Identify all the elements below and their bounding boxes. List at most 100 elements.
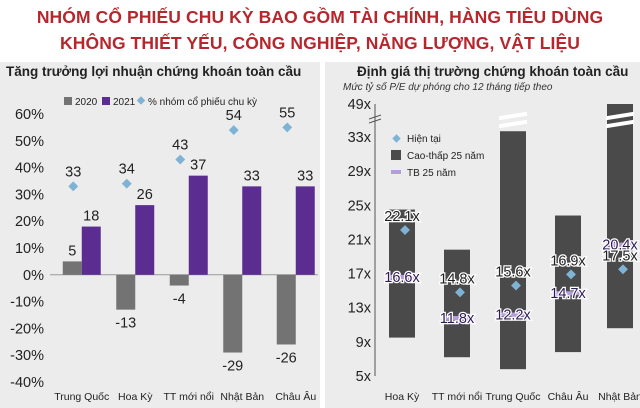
y-tick-label: 40% [15,161,44,177]
x-category-label: Hoa Kỳ [385,391,420,403]
bar-2020 [223,274,243,353]
cyclical-marker [175,154,186,165]
legend-swatch-2020 [64,97,72,105]
y-tick-label: 17x [348,267,372,283]
legend-label-cyclical: % nhóm cổ phiếu chu kỳ [148,96,257,108]
earnings-growth-chart: 60% 50% 40% 30% 20% 10% 0% -10% -20% -30% -40% 2020… [10,96,318,403]
x-category-label: Nhật Bản [598,391,640,403]
y-tick-label: 0% [23,268,44,284]
average-mark [499,312,527,317]
range-bar [555,215,581,353]
headline-line-2: KHÔNG THIẾT YẾU, CÔNG NGHIỆP, NĂNG LƯỢNG… [60,33,580,53]
headline: NHÓM CỔ PHIẾU CHU KỲ BAO GỒM TÀI CHÍNH, … [0,4,640,56]
average-mark [443,315,471,320]
current-marker [511,280,521,291]
current-label: 14.8x [439,271,475,287]
axis-break-mark [368,114,382,120]
valuation-panel: Định giá thị trường chứng khoán toàn cầu… [325,62,640,408]
y-tick-label: 30% [15,187,44,203]
range-bar [607,104,633,329]
range-bar [500,131,526,370]
y-tick-label: 20% [15,214,44,230]
cyclical-marker [228,125,239,136]
x-category-label: Hoa Kỳ [118,391,153,403]
legend-marker-current [392,134,401,143]
legend-label-range: Cao-thấp 25 năm [407,150,484,162]
y-tick-label: 29x [348,164,372,180]
data-label-2021: 26 [137,187,153,203]
valuation-chart-title: Định giá thị trường chứng khoán toàn cầu [357,64,629,79]
y-tick-label: 10% [15,241,44,257]
x-category-label: Nhật Bản [220,391,264,403]
legend-label-2021: 2021 [113,97,136,108]
y-tick-label: -10% [10,295,44,311]
data-label-cyclical: 33 [65,164,81,180]
current-marker [618,264,628,275]
bar-2021 [81,226,101,275]
y-tick-label: -40% [10,375,44,391]
data-label-2020: -26 [276,350,297,366]
y-tick-label: 33x [348,130,372,146]
x-category-label: Châu Âu [275,390,316,403]
bar-2020 [116,274,136,310]
legend-label-average: TB 25 năm [407,168,456,179]
valuation-chart: 49x 33x 29x 25x 21x 17x 13x 9x 5x Hiện tại Cao-thấ… [348,97,640,403]
range-bar-break [606,119,634,129]
x-category-label: Trung Quốc [54,391,109,403]
earnings-chart-title: Tăng trưởng lợi nhuận chứng khoán toàn c… [6,64,302,79]
bar-2020 [169,274,189,286]
bar-2021 [242,186,262,275]
headline-line-1: NHÓM CỔ PHIẾU CHU KỲ BAO GỒM TÀI CHÍNH, … [36,7,604,27]
y-tick-label: 49x [348,97,372,113]
average-label: 16.6x [384,270,420,286]
legend-swatch-2021 [102,97,110,105]
bar-2021 [188,175,208,275]
data-label-2020: -13 [115,316,136,332]
cyclical-marker [282,122,293,133]
y-tick-label: 5x [356,369,372,385]
bar-2021 [135,205,155,275]
data-label-2020: -29 [222,359,243,375]
data-label-cyclical: 54 [226,108,242,124]
y-tick-label: 25x [348,198,372,214]
cyclical-marker [68,181,79,192]
current-label: 22.1x [384,209,420,225]
y-tick-label: 13x [348,301,372,317]
data-label-cyclical: 55 [279,105,295,121]
bar-2021 [295,186,315,275]
axis-break-mark [368,118,382,124]
y-tick-label: -20% [10,321,44,337]
earnings-growth-panel: Tăng trưởng lợi nhuận chứng khoán toàn c… [0,62,320,408]
legend-swatch-range [391,150,401,160]
data-label-cyclical: 34 [119,162,135,178]
current-marker [400,225,410,235]
bar-2020 [62,261,82,275]
range-bar-break [606,111,634,121]
legend-marker-cyclical [136,96,146,105]
x-category-label: Châu Âu [548,390,589,403]
valuation-chart-subtitle: Mức tỷ số P/E dự phóng cho 12 tháng tiếp… [343,82,553,93]
average-mark [554,291,582,296]
legend-swatch-average [391,170,401,174]
data-label-cyclical: 43 [172,138,188,154]
range-bar [444,249,470,358]
x-category-label: TT mới nổi [432,391,482,403]
current-label: 16.9x [550,253,586,269]
average-label: 14.7x [550,286,586,302]
x-category-label: TT mới nổi [164,391,214,403]
y-tick-label: -30% [10,348,44,364]
data-label-2021: 37 [190,158,206,174]
average-label: 20.4x [602,238,638,254]
average-label: 11.8x [440,311,475,327]
data-label-2021: 33 [297,168,313,184]
current-label: 15.6x [495,265,531,281]
data-label-2021: 33 [244,168,260,184]
legend-label-current: Hiện tại [407,134,441,145]
current-label: 17.5x [602,248,638,264]
cyclical-marker [121,178,132,189]
y-tick-label: 50% [15,134,44,150]
data-label-2020: -4 [173,292,186,308]
data-label-2020: 5 [68,243,76,259]
range-bar-break [499,119,527,129]
bar-2020 [276,274,296,345]
